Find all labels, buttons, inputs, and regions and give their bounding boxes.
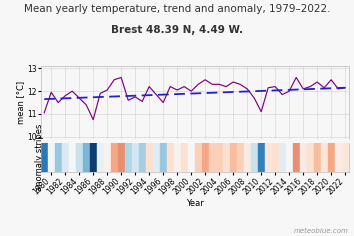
Bar (62, 143, 69, 172)
Bar (314, 143, 321, 172)
Bar (342, 143, 349, 172)
Bar (223, 143, 230, 172)
Bar (300, 143, 307, 172)
Bar (279, 143, 286, 172)
Bar (195, 143, 202, 172)
Bar (69, 143, 76, 172)
Bar (307, 143, 314, 172)
Text: meteoblue.com: meteoblue.com (294, 228, 349, 234)
Bar (139, 143, 146, 172)
Bar (265, 143, 272, 172)
Bar (132, 143, 139, 172)
Bar (251, 143, 258, 172)
Bar (293, 143, 300, 172)
Bar (244, 143, 251, 172)
Text: Brest 48.39 N, 4.49 W.: Brest 48.39 N, 4.49 W. (111, 25, 243, 35)
Bar (97, 143, 104, 172)
Bar (202, 143, 209, 172)
Y-axis label: mean [°C]: mean [°C] (17, 81, 25, 124)
Y-axis label: anomaly stripes: anomaly stripes (35, 124, 44, 191)
Bar (90, 143, 97, 172)
Bar (321, 143, 328, 172)
Bar (111, 143, 118, 172)
Bar (76, 143, 83, 172)
Bar (146, 143, 153, 172)
Bar (118, 143, 125, 172)
Bar (181, 143, 188, 172)
Bar (104, 143, 111, 172)
Bar (209, 143, 216, 172)
Bar (160, 143, 167, 172)
Bar (153, 143, 160, 172)
Bar (167, 143, 174, 172)
X-axis label: Year: Year (186, 199, 204, 208)
Bar (272, 143, 279, 172)
Bar (125, 143, 132, 172)
Bar (335, 143, 342, 172)
Bar (174, 143, 181, 172)
Bar (83, 143, 90, 172)
Bar (188, 143, 195, 172)
Bar (216, 143, 223, 172)
Bar (237, 143, 244, 172)
Text: Mean yearly temperature, trend and anomaly, 1979–2022.: Mean yearly temperature, trend and anoma… (24, 4, 330, 13)
Bar (230, 143, 237, 172)
Bar (55, 143, 62, 172)
Bar (48, 143, 55, 172)
Bar (328, 143, 335, 172)
Bar (286, 143, 293, 172)
Bar (41, 143, 48, 172)
Bar (258, 143, 265, 172)
